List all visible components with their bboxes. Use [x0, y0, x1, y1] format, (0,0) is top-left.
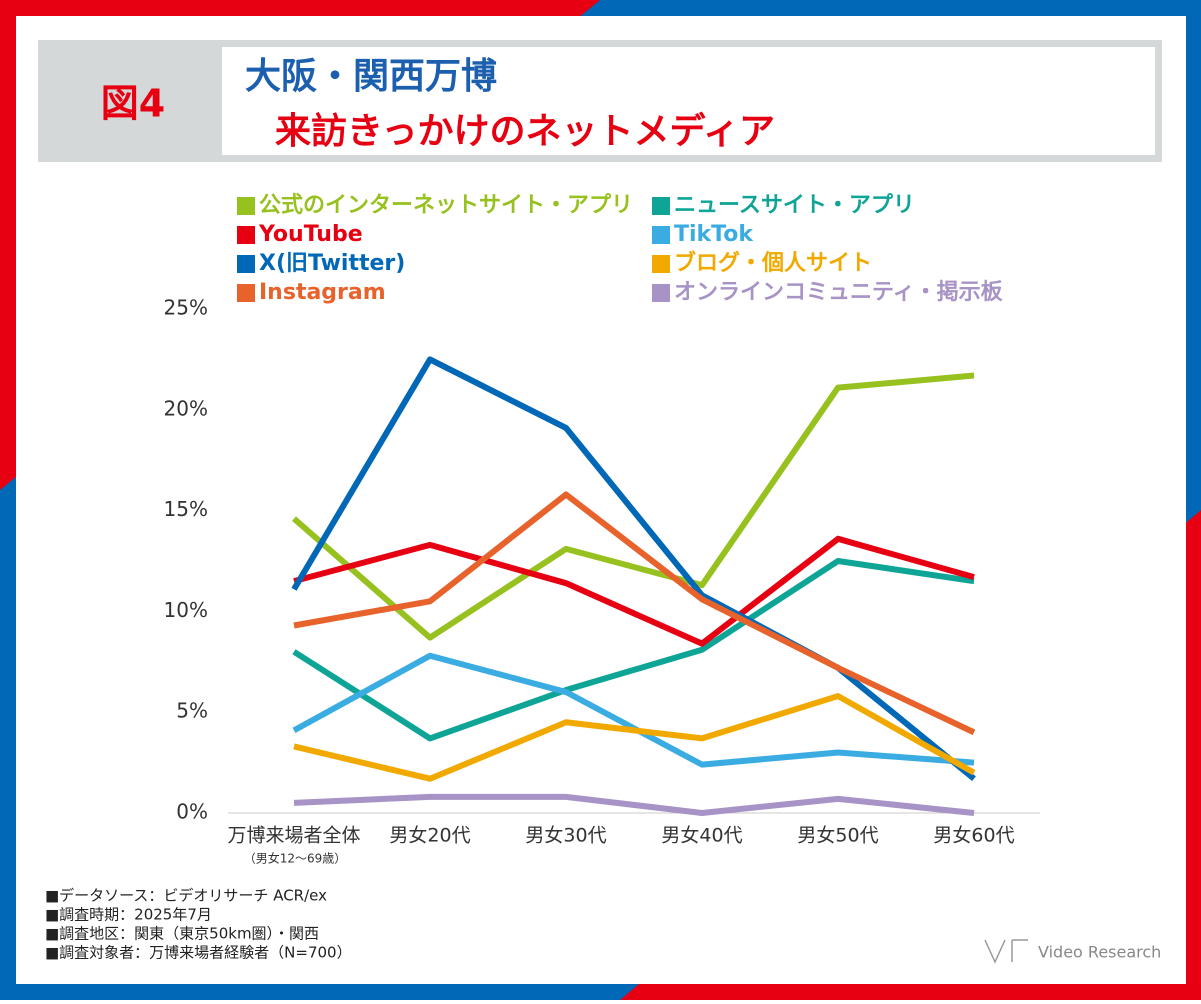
x-tick-label: 男女60代: [933, 825, 1014, 847]
note: ■調査時期：2025年7月: [45, 906, 212, 924]
note: ■調査対象者：万博来場者経験者（N=700）: [45, 944, 352, 962]
legend-label: YouTube: [258, 222, 363, 247]
y-tick-label: 20%: [164, 396, 208, 420]
legend-swatch: [237, 284, 255, 302]
y-tick-label: 10%: [164, 598, 208, 622]
legend-swatch: [237, 226, 255, 244]
legend-swatch: [652, 197, 670, 215]
series-line: [292, 372, 975, 641]
title-box: [222, 47, 1155, 155]
logo: Video Research: [1038, 943, 1161, 962]
legend-label: オンラインコミュニティ・掲示板: [674, 279, 1004, 305]
x-tick-label: 男女30代: [525, 825, 606, 847]
series-line: [291, 356, 976, 782]
note: ■調査地区：関東（東京50km圏）・関西: [45, 925, 319, 943]
category-note: （男女12～69歳）: [244, 851, 347, 866]
series-line: [293, 693, 976, 782]
logo-mark: [984, 939, 1028, 964]
legend-swatch: [652, 284, 670, 302]
y-tick-label: 25%: [164, 296, 208, 320]
y-tick-label: 5%: [176, 699, 208, 723]
series-line: [293, 793, 975, 816]
y-tick-label: 0%: [176, 800, 208, 824]
series-line: [292, 558, 975, 742]
x-tick-label: 男女40代: [661, 825, 742, 847]
legend-swatch: [652, 226, 670, 244]
series-line: [293, 535, 975, 647]
legend-label: ニュースサイト・アプリ: [674, 193, 915, 218]
legend-swatch: [237, 255, 255, 273]
legend-label: TikTok: [674, 222, 754, 247]
x-tick-label: 男女50代: [797, 825, 878, 847]
note: ■データソース：ビデオリサーチ ACR/ex: [45, 887, 327, 905]
legend-swatch: [237, 197, 255, 215]
legend-label: Instagram: [259, 280, 386, 305]
title: 大阪・関西万博: [245, 56, 497, 97]
legend-label: 公式のインターネットサイト・アプリ: [259, 193, 633, 218]
x-tick-label: 男女20代: [389, 825, 470, 847]
panel: [16, 16, 1186, 984]
notes: ■データソース：ビデオリサーチ ACR/ex ■調査時期：2025年7月 ■調査…: [45, 887, 352, 962]
title: 来訪きっかけのネットメディア: [275, 110, 775, 152]
x-tick-label: 万博来場者全体: [227, 825, 360, 847]
legend-label: ブログ・個人サイト: [674, 250, 872, 276]
legend-swatch: [652, 255, 670, 273]
figure-label: 図4: [101, 82, 165, 126]
series-line: [293, 491, 976, 736]
y-tick-label: 15%: [164, 497, 208, 521]
legend-label: X(旧Twitter): [259, 251, 405, 276]
